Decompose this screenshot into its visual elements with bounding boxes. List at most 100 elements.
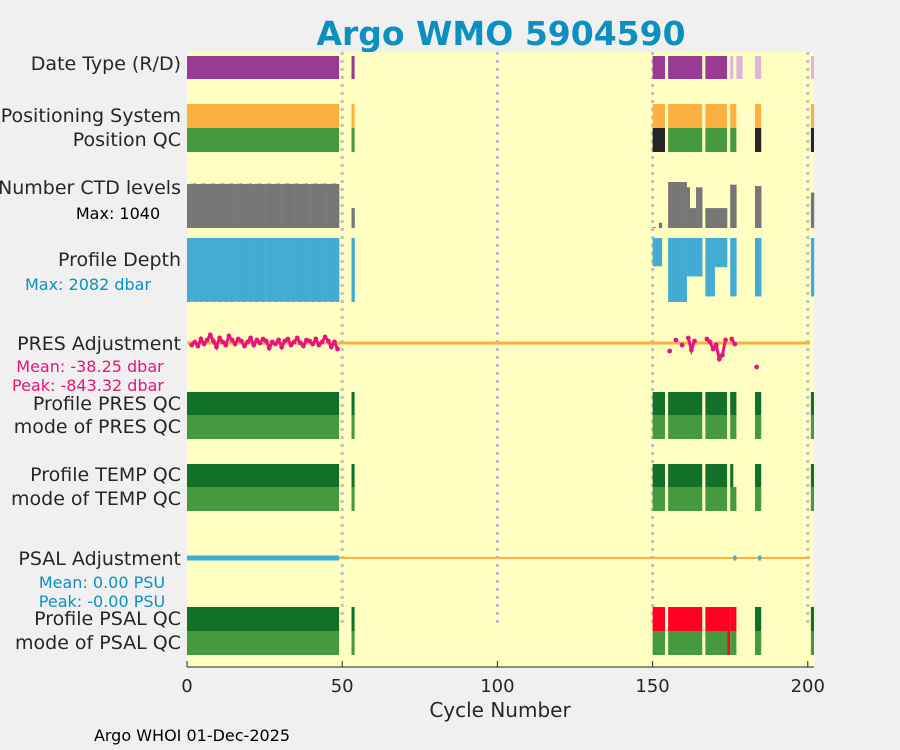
profile-depth-bar: [755, 238, 759, 297]
chart-title: Argo WMO 5904590: [316, 14, 685, 53]
profile-depth-bar: [705, 238, 709, 297]
row-label: PRES Adjustment: [17, 333, 181, 355]
ctd-levels-bar: [301, 183, 306, 228]
pres-adjustment-point: [248, 335, 254, 341]
profile-depth-bar: [320, 238, 324, 302]
ctd-levels-bar: [277, 183, 281, 228]
profile-depth-bar: [283, 238, 287, 302]
profile-depth-bar: [335, 238, 340, 302]
status-segment: [730, 128, 737, 152]
status-segment: [705, 56, 728, 79]
profile-depth-bar: [214, 238, 219, 302]
pres-adjustment-point: [251, 342, 257, 348]
ctd-levels-bar: [683, 182, 687, 228]
ctd-levels-bar: [227, 183, 231, 228]
profile-depth-bar: [298, 238, 303, 302]
psal-adjustment-segment: [758, 555, 762, 561]
profile-depth-bar: [711, 238, 715, 297]
profile-depth-bar: [289, 238, 293, 302]
status-segment: [705, 415, 728, 439]
pres-adjustment-point: [214, 344, 219, 350]
profile-depth-bar: [239, 238, 244, 302]
status-segment: [755, 128, 762, 152]
x-tick-label: 0: [181, 676, 192, 697]
profile-depth-bar: [689, 238, 694, 277]
row-label: Profile TEMP QC: [30, 464, 181, 486]
status-segment: [668, 487, 703, 511]
pres-adjustment-point: [732, 341, 738, 347]
ctd-levels-bar: [211, 183, 216, 228]
pres-adjustment-point: [332, 339, 337, 345]
profile-depth-bar: [221, 238, 225, 302]
profile-depth-bar: [301, 238, 306, 302]
profile-depth-bar: [202, 238, 206, 302]
status-segment: [810, 631, 814, 655]
status-segment: [652, 607, 666, 631]
ctd-levels-bar: [255, 183, 259, 228]
psal-peak-label: Peak: -0.00 PSU: [39, 592, 165, 611]
pres-adjustment-point: [195, 343, 201, 349]
pres-adjustment-point: [201, 341, 207, 347]
ctd-levels-bar: [671, 182, 675, 228]
profile-depth-bar: [224, 238, 228, 302]
status-segment: [730, 607, 737, 631]
ctd-levels-bar: [218, 183, 222, 228]
profile-depth-bar: [730, 238, 734, 297]
profile-depth-bar: [317, 238, 321, 302]
pres-adjustment-point: [226, 333, 232, 339]
ctd-levels-bar: [758, 185, 762, 228]
profile-depth-bar: [714, 238, 718, 268]
ctd-levels-bar: [652, 227, 656, 228]
status-segment: [730, 104, 737, 128]
pres-adjustment-point: [189, 342, 195, 348]
ctd-levels-bar: [202, 183, 206, 228]
ctd-levels-bar: [323, 183, 327, 228]
pres-adjustment-point: [279, 344, 285, 350]
status-segment: [652, 128, 666, 152]
ctd-levels-bar: [335, 184, 340, 228]
status-segment: [351, 607, 355, 631]
pres-adjustment-point: [328, 344, 334, 350]
row-label: mode of PRES QC: [14, 416, 181, 438]
profile-depth-bar: [261, 238, 265, 302]
status-segment: [755, 56, 762, 79]
row-label: Date Type (R/D): [31, 53, 181, 75]
x-tick-label: 100: [480, 676, 514, 697]
status-segment: [755, 464, 762, 487]
pres-adjustment-point: [276, 337, 281, 343]
ctd-levels-bar: [696, 187, 700, 228]
ctd-levels-bar: [258, 183, 262, 228]
pres-adjustment-point: [223, 342, 229, 348]
status-segment: [736, 56, 743, 79]
ctd-levels-bar: [283, 183, 287, 228]
x-axis-label: Cycle Number: [429, 698, 571, 722]
status-segment: [668, 104, 703, 128]
pres-mean-label: Mean: -38.25 dbar: [16, 357, 164, 376]
pres-adjustment-point: [229, 337, 235, 343]
ctd-levels-bar: [708, 208, 712, 228]
profile-depth-bar: [314, 238, 318, 302]
pres-peak-label: Peak: -843.32 dbar: [12, 376, 164, 395]
row-label: mode of TEMP QC: [11, 488, 181, 510]
profile-depth-bar: [680, 238, 684, 302]
pres-adjustment-point: [723, 337, 728, 343]
status-segment: [810, 487, 814, 511]
profile-depth-bar: [245, 238, 250, 302]
ctd-levels-bar: [711, 208, 715, 228]
ctd-levels-bar: [723, 208, 728, 228]
status-segment: [755, 631, 762, 655]
status-segment: [705, 464, 728, 487]
ctd-levels-bar: [674, 182, 678, 228]
status-segment: [351, 56, 355, 79]
status-segment: [187, 392, 340, 415]
psal-adjustment-segment: [733, 555, 737, 561]
status-segment: [351, 104, 355, 128]
profile-depth-bar: [332, 238, 337, 302]
profile-depth-bar: [277, 238, 281, 302]
status-segment: [730, 631, 737, 655]
status-segment: [755, 415, 762, 439]
status-segment: [810, 464, 814, 487]
profile-depth-bar: [311, 238, 315, 302]
pres-adjustment-point: [704, 336, 710, 342]
pres-adjustment-point: [720, 352, 725, 358]
